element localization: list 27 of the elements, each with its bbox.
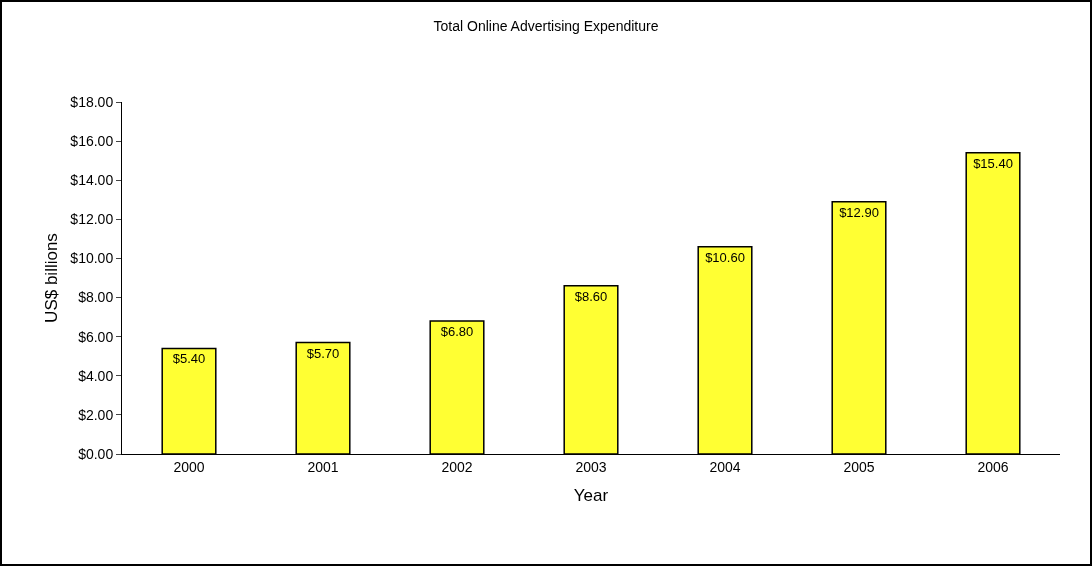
x-tick-label: 2005: [843, 458, 875, 475]
y-tick-label: $12.00: [70, 211, 114, 228]
x-tick-label: 2002: [441, 458, 473, 475]
x-tick-label: 2001: [307, 458, 339, 475]
x-tick-label: 2006: [977, 458, 1009, 475]
data-label: $6.80: [440, 324, 474, 340]
data-label: $15.40: [973, 155, 1013, 171]
y-axis-title: US$ billions: [41, 233, 61, 323]
y-tick-label: $0.00: [78, 445, 114, 462]
x-axis-title: Year: [573, 486, 609, 506]
data-label: $5.70: [306, 345, 340, 361]
y-tick-label: $6.00: [78, 328, 114, 345]
y-tick-label: $14.00: [70, 172, 114, 189]
data-label: $8.60: [574, 288, 608, 304]
data-label: $5.40: [172, 351, 206, 367]
y-tick-label: $18.00: [70, 93, 114, 110]
y-tick-label: $8.00: [78, 289, 114, 306]
y-tick-label: $4.00: [78, 367, 114, 384]
x-tick-label: 2000: [173, 458, 205, 475]
data-label: $10.60: [705, 249, 745, 265]
x-tick-label: 2003: [575, 458, 607, 475]
chart-title: Total Online Advertising Expenditure: [433, 18, 659, 35]
y-tick-label: $10.00: [70, 250, 114, 267]
data-label: $12.90: [839, 204, 879, 220]
x-tick-label: 2004: [709, 458, 741, 475]
y-tick-label: $16.00: [70, 133, 114, 150]
y-tick-label: $2.00: [78, 406, 114, 423]
